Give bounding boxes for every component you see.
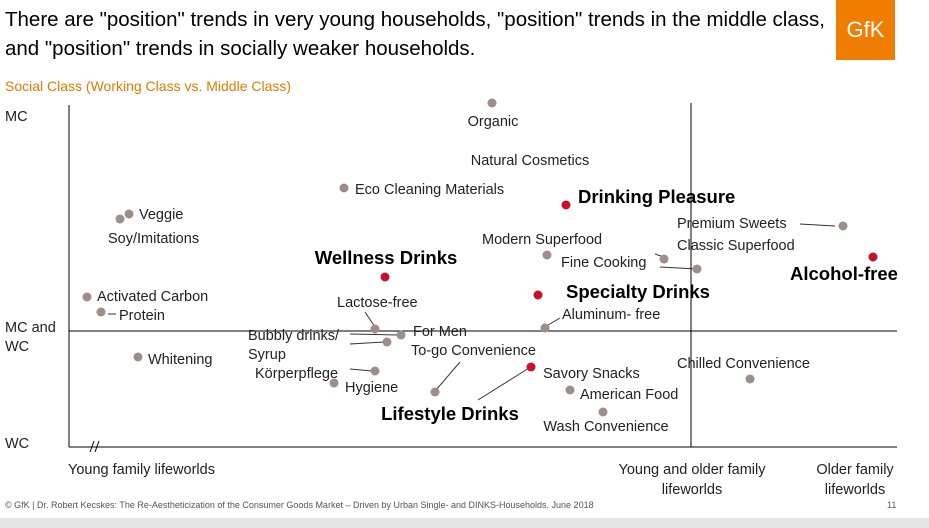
y-axis-title: Social Class (Working Class vs. Middle C… [5, 78, 291, 94]
x-label: lifeworlds [662, 482, 722, 498]
x-label: Young family lifeworlds [68, 462, 215, 478]
item-dot [692, 264, 702, 274]
y-label: MC and [5, 320, 56, 336]
highlight-label: Wellness Drinks [315, 247, 458, 268]
item-dot [838, 221, 848, 231]
item-dot [659, 254, 669, 264]
highlight-label: Alcohol-free [790, 263, 898, 284]
page-number: 11 [887, 500, 896, 510]
item-dot [133, 352, 143, 362]
y-label: MC [5, 109, 28, 125]
x-label: lifeworlds [825, 482, 885, 498]
item-label: Organic [468, 114, 519, 130]
item-dot [96, 307, 106, 317]
item-label: Modern Superfood [482, 232, 602, 248]
y-label: WC [5, 436, 29, 452]
item-label: Soy/Imitations [108, 231, 199, 247]
axes [68, 103, 897, 453]
logo: GfK [836, 0, 895, 60]
x-label: Older family [816, 462, 894, 478]
item-dot [82, 292, 92, 302]
item-dot [745, 374, 755, 384]
item-label: Syrup [248, 347, 286, 363]
item-label: Activated Carbon [97, 289, 208, 305]
item-label: Savory Snacks [543, 366, 640, 382]
item-dot [542, 250, 552, 260]
item-label: Whitening [148, 352, 212, 368]
item-label: Natural Cosmetics [471, 153, 589, 169]
item-dot [370, 324, 380, 334]
footer-text: © GfK | Dr. Robert Kecskes: The Re-Aesth… [5, 500, 594, 510]
item-label: Bubbly drinks/ [248, 328, 340, 344]
item-label: Premium Sweets [677, 216, 787, 232]
item-label: Fine Cooking [561, 255, 646, 271]
item-label: Wash Convenience [543, 419, 668, 435]
item-label: To-go Convenience [411, 343, 536, 359]
item-label: Protein [119, 308, 165, 324]
item-dot [598, 407, 608, 417]
item-dot [339, 183, 349, 193]
slide-title: There are "position" trends in very youn… [5, 8, 825, 60]
item-label: Aluminum- free [562, 307, 660, 323]
item-dot [430, 387, 440, 397]
item-label: Veggie [139, 207, 183, 223]
item-label: Chilled Convenience [677, 356, 810, 372]
item-dot [382, 337, 392, 347]
item-label: Lactose-free [337, 295, 418, 311]
item-label: Eco Cleaning Materials [355, 182, 504, 198]
item-dot [124, 209, 134, 219]
item-dot [540, 323, 550, 333]
highlight-label: Specialty Drinks [566, 281, 710, 302]
item-dot [561, 200, 571, 210]
highlight-label: Drinking Pleasure [578, 186, 735, 207]
item-dot [526, 362, 536, 372]
item-label: For Men [413, 324, 467, 340]
y-label: WC [5, 339, 29, 355]
item-dot [115, 214, 125, 224]
bottom-strip [0, 518, 929, 528]
item-label: Hygiene [345, 380, 398, 396]
highlight-label: Lifestyle Drinks [381, 403, 519, 424]
x-label: Young and older family [619, 462, 767, 478]
item-label: Classic Superfood [677, 238, 795, 254]
item-dot [565, 385, 575, 395]
item-dot [329, 378, 339, 388]
item-dot [380, 272, 390, 282]
item-dot [370, 366, 380, 376]
item-dot [868, 252, 878, 262]
item-label: Körperpflege [255, 366, 338, 382]
item-dot [533, 290, 543, 300]
connectors [108, 223, 836, 401]
item-label: American Food [580, 387, 678, 403]
item-dot [487, 98, 497, 108]
item-dot [396, 330, 406, 340]
